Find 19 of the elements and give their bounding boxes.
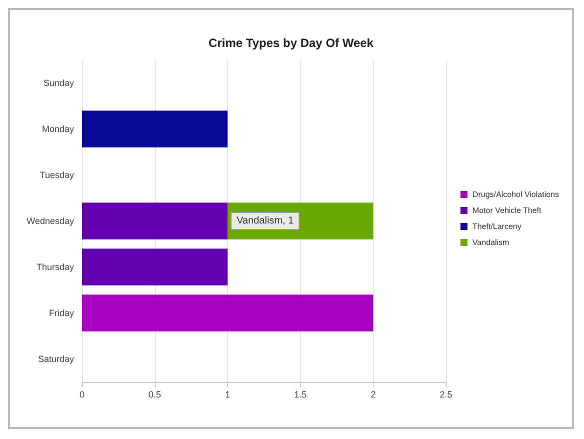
y-tick-label: Wednesday xyxy=(26,216,74,226)
y-tick-label: Saturday xyxy=(38,354,74,364)
y-tick-label: Sunday xyxy=(43,78,74,88)
legend-label: Theft/Larceny xyxy=(472,222,522,231)
x-tick-label: 1 xyxy=(225,390,230,400)
chart-title: Crime Types by Day Of Week xyxy=(208,36,374,50)
y-tick-label: Thursday xyxy=(36,262,74,272)
y-tick-label: Friday xyxy=(48,308,74,318)
x-tick-label: 2 xyxy=(370,390,376,400)
x-tick-label: 0 xyxy=(79,390,85,400)
y-tick-label: Tuesday xyxy=(40,170,74,180)
legend-label: Drugs/Alcohol Violations xyxy=(472,190,560,199)
legend-label: Vandalism xyxy=(472,238,510,247)
x-tick-label: 0.5 xyxy=(148,390,162,400)
legend-label: Motor Vehicle Theft xyxy=(472,206,542,215)
annotation: Vandalism, 1 xyxy=(236,216,294,226)
x-tick-label: 2.5 xyxy=(440,390,452,400)
y-tick-label: Monday xyxy=(42,124,74,134)
x-tick-label: 1.5 xyxy=(294,390,307,400)
